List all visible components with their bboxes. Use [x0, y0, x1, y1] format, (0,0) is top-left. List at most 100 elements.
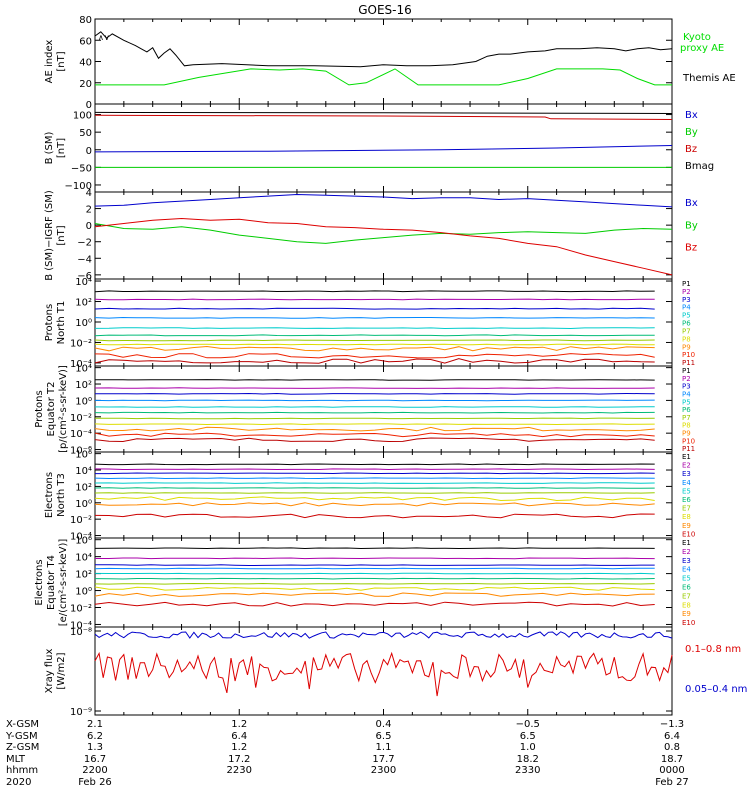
flux-channel-P3: [94, 307, 655, 310]
flux-channel-E4: [94, 477, 655, 480]
flux-channel-P8: [94, 343, 655, 346]
ephemeris-value: Feb 27: [655, 777, 689, 788]
y-axis-label: Xray flux: [44, 649, 55, 694]
flux-channel-E7: [94, 492, 655, 494]
y-tick-label: 10⁶: [75, 536, 92, 547]
legend-entry: P1: [682, 280, 691, 288]
series-line-by: [94, 223, 673, 244]
panel-xray: 10⁻⁸ 10⁻⁹ Xray flux [W/m2] 0.1–0.8 nm 0.05–0.…: [44, 626, 747, 718]
xray-series-0: [94, 651, 673, 697]
ephemeris-value: Feb 26: [78, 777, 112, 788]
panel-protons-t1: 10⁻⁴ 10⁻² 10⁰ 10² 10⁴ Protons North T1 P1P2P3P4…: [44, 277, 695, 370]
legend-entry: E1: [682, 453, 691, 461]
series-line-themis-ae: [94, 31, 673, 68]
panel-bsm: −100 −50 0 50 100 B (SM) [nT] Bx By Bz Bmag: [44, 103, 714, 193]
flux-channel-E2: [95, 557, 655, 560]
series-line-bx: [94, 193, 673, 208]
legend-entry: P10: [682, 437, 695, 445]
ephemeris-row-label: X-GSM: [6, 719, 39, 730]
panel-protons-t2: 10⁻⁶ 10⁻⁴ 10⁻² 10⁰ 10² 10⁴ Protons Equator T2 [p…: [34, 364, 695, 457]
ephemeris-value: 16.7: [84, 754, 106, 765]
ephemeris-row-label: 2020: [6, 777, 31, 788]
panel-frame: [94, 103, 673, 193]
flux-channel-P10: [94, 432, 655, 438]
flux-channel-E7: [94, 582, 655, 585]
legend-entry: 0.05–0.4 nm: [685, 684, 747, 695]
ephemeris-row-label: Y-GSM: [5, 731, 38, 742]
ephemeris-value: −0.5: [516, 719, 540, 730]
ephemeris-value: 2200: [82, 765, 107, 776]
xray-series-1: [94, 631, 673, 639]
y-tick-label: 100: [73, 111, 92, 122]
y-tick-label: 10⁴: [75, 277, 92, 288]
legend-entry: P9: [682, 430, 691, 438]
y-tick-label: 2: [86, 205, 92, 216]
legend-entry: By: [685, 127, 698, 138]
flux-channel-E9: [94, 502, 655, 507]
y-axis-label: [nT]: [56, 51, 67, 71]
panel-frame: [94, 537, 673, 628]
legend-entry: E7: [682, 505, 691, 513]
series-line-bx: [94, 145, 673, 153]
flux-channel-P9: [94, 426, 655, 432]
legend-entry: E4: [682, 566, 691, 574]
y-tick-label: 10⁰: [75, 499, 92, 510]
legend-entry: Bz: [685, 144, 697, 155]
y-tick-label: 80: [79, 15, 92, 26]
y-tick-label: 10²: [75, 482, 92, 493]
y-tick-label: 10⁻⁴: [70, 532, 92, 543]
flux-channel-P11: [94, 437, 655, 443]
legend-entry: E9: [682, 610, 691, 618]
legend-entry: P7: [682, 327, 691, 335]
flux-channel-E5: [94, 572, 655, 575]
y-axis-label: [nT]: [56, 138, 67, 158]
y-axis-label: Equator T4: [46, 555, 57, 610]
flux-channel-E5: [94, 482, 655, 484]
flux-channel-E10: [94, 513, 655, 519]
ephemeris-value: 1.2: [231, 719, 247, 730]
flux-channel-E8: [94, 496, 655, 502]
start-marker: ∧∨: [98, 33, 110, 42]
legend-entry: P5: [682, 398, 691, 406]
y-tick-label: 50: [79, 128, 92, 139]
ephemeris-value: 1.2: [231, 742, 247, 753]
flux-channel-E1: [94, 547, 655, 550]
y-tick-label: −4: [77, 254, 92, 265]
legend-entry: E10: [682, 530, 695, 538]
legend-entry: E5: [682, 487, 691, 495]
legend-entry: P5: [682, 312, 691, 320]
y-axis-label: Electrons: [34, 559, 45, 605]
series-line-bmag: [94, 111, 673, 114]
flux-channel-E3: [95, 472, 655, 475]
y-tick-label: 10⁴: [75, 466, 92, 477]
y-tick-label: −2: [77, 238, 92, 249]
y-tick-label: 10⁻⁸: [70, 627, 92, 638]
legend-entry: 0.1–0.8 nm: [685, 644, 741, 655]
ephemeris-value: −1.3: [660, 719, 684, 730]
y-tick-label: 10⁻²: [70, 413, 92, 424]
flux-channel-P8: [94, 423, 655, 426]
flux-channel-E10: [94, 601, 655, 607]
legend-entry: E6: [682, 496, 691, 504]
y-tick-label: 10⁻⁴: [70, 429, 92, 440]
legend-entry: P3: [682, 383, 691, 391]
legend-entry: P4: [682, 304, 691, 312]
legend-entry: E2: [682, 462, 691, 470]
legend-entry: proxy AE: [680, 43, 724, 54]
y-tick-label: 10⁻⁴: [70, 359, 92, 370]
legend-entry: P9: [682, 343, 691, 351]
ephemeris-value: 1.0: [520, 742, 536, 753]
y-axis-label: [W/m2]: [56, 652, 67, 689]
y-tick-label: 10⁴: [75, 364, 92, 375]
legend-entry: P2: [682, 375, 691, 383]
panel-bdiff: −6 −4 −2 0 2 4 B (SM)−IGRF (SM) [nT] Bx By Bz: [44, 188, 698, 282]
y-tick-label: 10⁰: [75, 587, 92, 598]
y-axis-label: AE index: [44, 40, 55, 84]
legend-entry: E8: [682, 513, 691, 521]
flux-channel-P2: [94, 298, 655, 301]
y-tick-label: −50: [71, 163, 92, 174]
flux-channel-P6: [94, 334, 655, 337]
